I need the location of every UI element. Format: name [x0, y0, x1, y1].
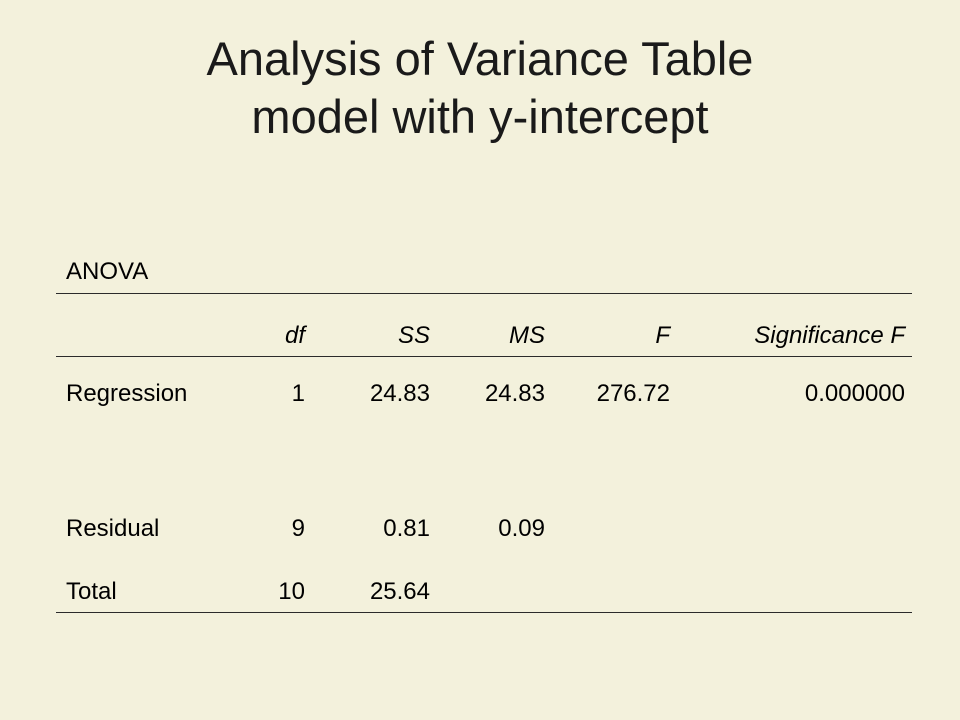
row-name: Residual	[66, 515, 160, 542]
table-row-residual: Residual 9 0.81 0.09	[0, 515, 960, 545]
table-top-rule	[56, 293, 912, 294]
slide-title-line-1: Analysis of Variance Table	[206, 32, 754, 85]
header-significance-f: Significance F	[754, 322, 905, 349]
row-ss: 24.83	[369, 380, 430, 407]
row-ss: 0.81	[383, 515, 430, 542]
anova-label: ANOVA	[66, 258, 149, 285]
header-df: df	[284, 322, 305, 349]
row-ms: 0.09	[498, 515, 545, 542]
row-f: 276.72	[596, 380, 670, 407]
row-ms: 24.83	[484, 380, 545, 407]
row-significance-f: 0.000000	[804, 380, 905, 407]
slide-title: Analysis of Variance Table model with y-…	[0, 30, 960, 146]
row-df: 10	[278, 578, 305, 605]
header-ms: MS	[509, 322, 545, 349]
table-row-total: Total 10 25.64	[0, 578, 960, 608]
table-bottom-rule	[56, 612, 912, 613]
header-ss: SS	[397, 322, 430, 349]
table-header-rule	[56, 356, 912, 357]
header-f: F	[655, 322, 670, 349]
table-row-regression: Regression 1 24.83 24.83 276.72 0.000000	[0, 380, 960, 410]
row-df: 9	[291, 515, 305, 542]
row-ss: 25.64	[369, 578, 430, 605]
row-df: 1	[291, 380, 305, 407]
row-name: Total	[66, 578, 117, 605]
row-name: Regression	[66, 380, 188, 407]
table-header-row: df SS MS F Significance F	[0, 322, 960, 352]
slide-title-line-2: model with y-intercept	[251, 90, 709, 143]
